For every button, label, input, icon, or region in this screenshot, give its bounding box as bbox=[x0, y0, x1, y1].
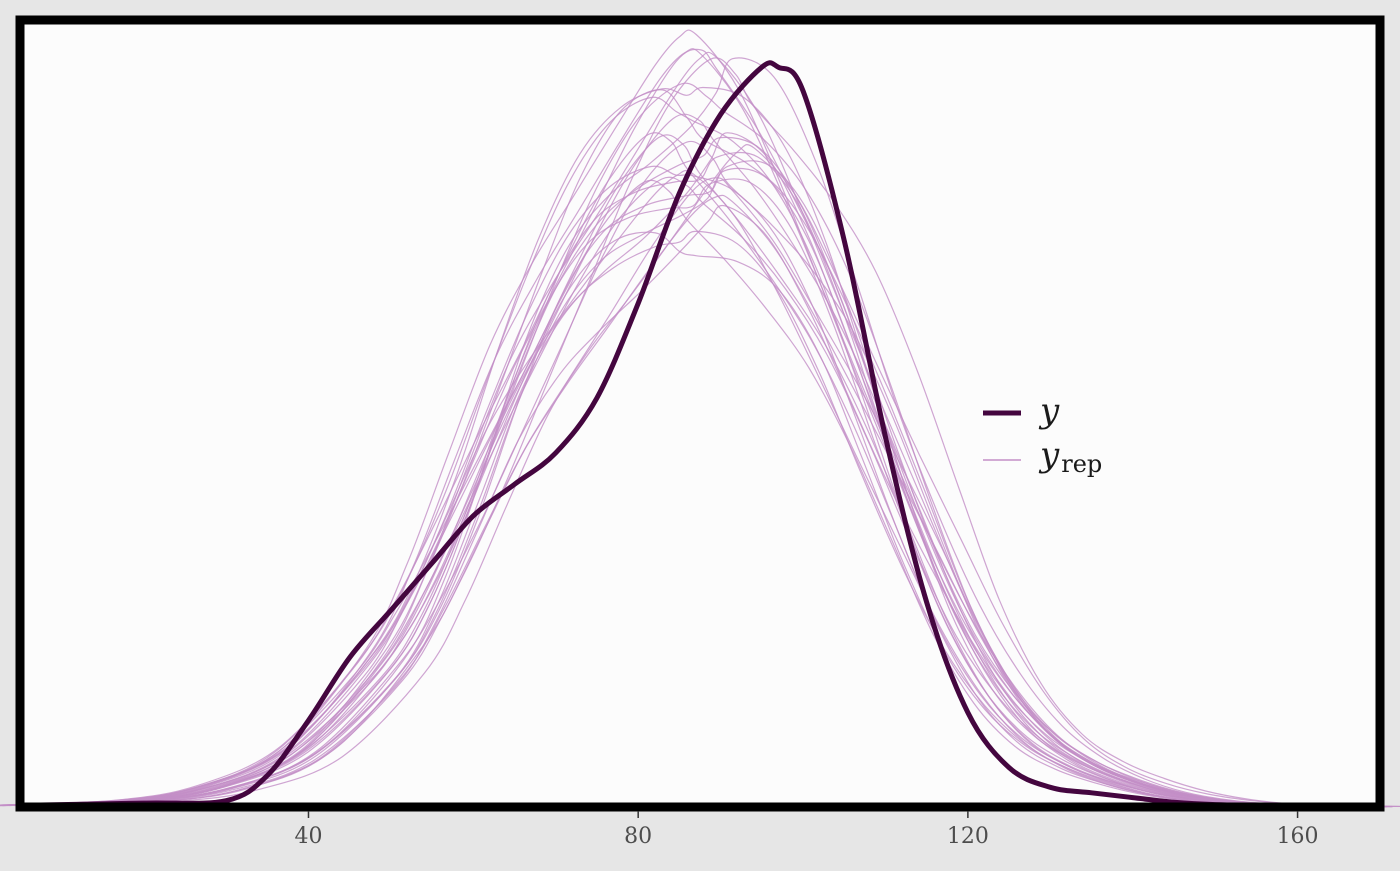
yrep-line bbox=[0, 48, 1361, 808]
legend-label-y: y bbox=[1038, 391, 1060, 431]
yrep-line bbox=[0, 179, 1345, 808]
yrep-line bbox=[0, 165, 1352, 808]
yrep-line bbox=[22, 82, 1383, 808]
legend-label-yrep: yrep bbox=[1038, 435, 1102, 478]
yrep-line bbox=[15, 51, 1376, 808]
yrep-line bbox=[0, 132, 1347, 808]
yrep-line bbox=[16, 48, 1377, 808]
yrep-series-group bbox=[0, 29, 1400, 808]
yrep-line bbox=[2, 86, 1363, 808]
yrep-line bbox=[0, 134, 1359, 808]
x-tick-label: 80 bbox=[624, 824, 652, 849]
x-tick-label: 40 bbox=[294, 824, 322, 849]
y-series-group bbox=[19, 60, 1381, 810]
y-line bbox=[19, 60, 1381, 810]
x-tick-label: 120 bbox=[947, 824, 989, 849]
legend-label-yrep-subscript: rep bbox=[1061, 450, 1102, 478]
panel-background bbox=[20, 20, 1380, 807]
yrep-line bbox=[0, 231, 1357, 808]
x-axis: 40 80 120 160 bbox=[294, 811, 1319, 849]
panel-frame bbox=[15, 15, 1385, 812]
legend: y yrep bbox=[983, 391, 1102, 478]
yrep-line bbox=[0, 96, 1353, 808]
x-tick-label: 160 bbox=[1277, 824, 1319, 849]
legend-label-yrep-main: y bbox=[1038, 435, 1060, 475]
yrep-line bbox=[8, 178, 1370, 808]
